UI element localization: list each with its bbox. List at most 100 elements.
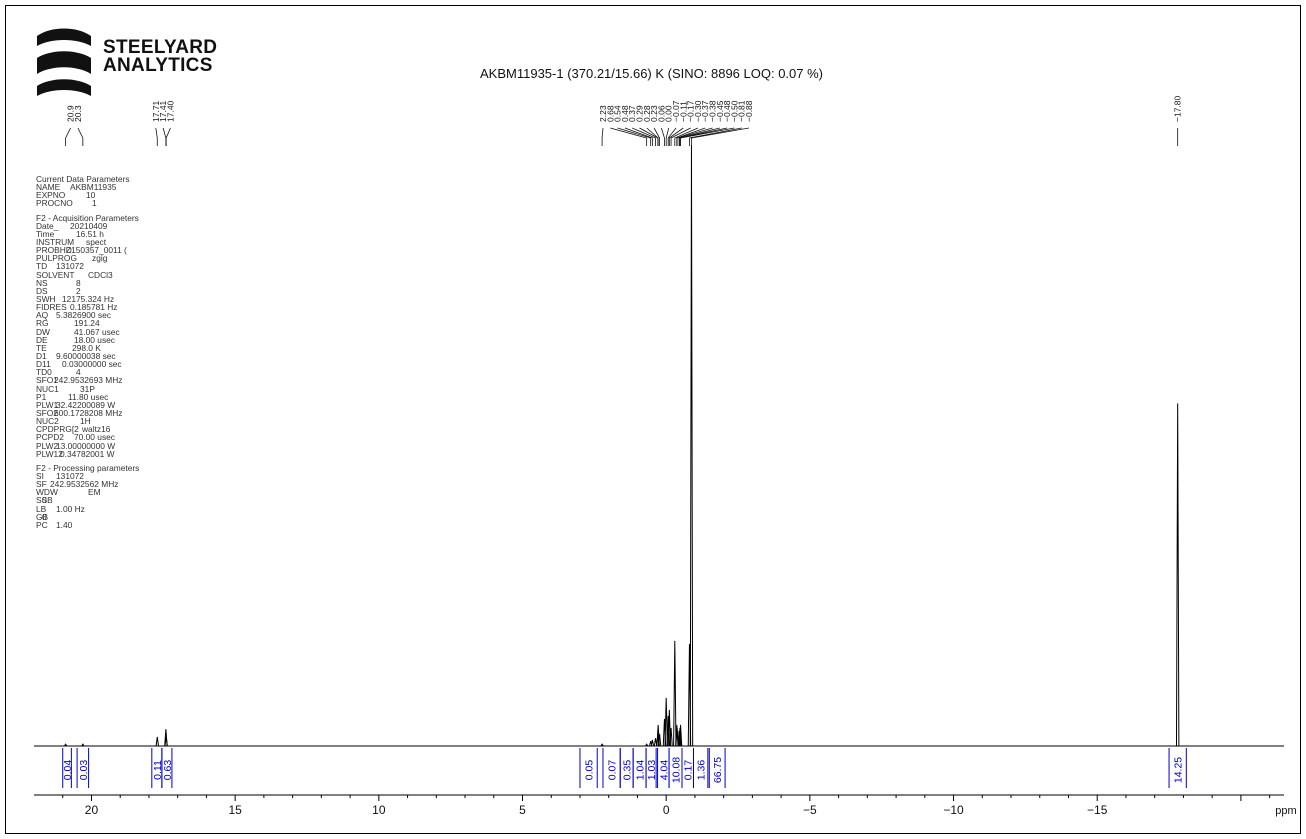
parameter-value: 298.0 K: [72, 342, 101, 353]
peak-label: −0.38: [708, 100, 718, 122]
parameter-row: NS 8: [36, 278, 206, 287]
parameter-key: NUC1: [36, 383, 59, 394]
peak-label: 0.06: [656, 105, 666, 122]
parameter-value: 4: [76, 367, 81, 378]
parameter-row: D1 9.60000038 sec: [36, 350, 206, 361]
spectrum-peak: [669, 727, 673, 747]
parameter-row: CPDPRG[2 waltz16: [36, 424, 206, 435]
parameter-row: PLW2 13.00000000 W: [36, 441, 206, 450]
logo-text-line-2: ANALYTICS: [103, 55, 213, 76]
parameter-key: TD0: [36, 367, 52, 378]
spectrum-peak: [600, 743, 604, 747]
parameter-value: 41.067 usec: [74, 326, 120, 337]
parameter-row: PLW1 32.42200089 W: [36, 399, 206, 410]
parameter-row: SF 242.9532562 MHz: [36, 480, 206, 489]
integral-group: 0.04 0.03 0.110.63 0.05 0.07 0.35 1.04 1.03 4.04…: [62, 748, 1187, 788]
parameter-value: 70.00 usec: [74, 432, 115, 443]
peak-label-connector: [679, 127, 728, 146]
peak-label: 17.41: [158, 100, 168, 122]
integral-value: 0.63: [162, 760, 174, 781]
spectrum-peak: [653, 738, 658, 747]
parameter-row: PROCNO 1: [36, 199, 206, 208]
peak-label-connector: [617, 127, 652, 146]
parameter-row: DE 18.00 usec: [36, 335, 206, 344]
peak-label-connector: [624, 127, 653, 146]
x-axis-tick-label: 10: [372, 803, 386, 817]
parameter-key: NUC2: [36, 416, 59, 427]
parameter-row: SFO2 600.1728208 MHz: [36, 407, 206, 418]
parameter-value: 1.00 Hz: [56, 503, 85, 514]
parameter-row: PULPROG zgig: [36, 253, 206, 264]
spectrum-peak: [667, 709, 672, 747]
peak-label-connector: [691, 127, 750, 146]
spectrum-title: AKBM11935-1 (370.21/15.66) K (SINO: 8896…: [480, 66, 824, 81]
parameter-key: RG: [36, 318, 49, 329]
parameter-value: CDCl3: [88, 269, 113, 280]
parameter-value: 16.51 h: [76, 228, 104, 239]
spectrum-peak: [63, 743, 68, 747]
peak-label: 17.71: [151, 100, 161, 122]
parameter-value: waltz16: [82, 424, 111, 435]
parameter-row: PROBHD Z150357_0011 (: [36, 245, 206, 256]
parameter-key: LB: [36, 503, 47, 514]
peak-label: 0.00: [664, 105, 674, 122]
parameter-value: 0.185781 Hz: [70, 302, 118, 313]
parameter-row: INSTRUM spect: [36, 238, 206, 247]
parameter-key: SFO2: [36, 407, 58, 418]
parameter-row: FIDRES 0.185781 Hz: [36, 302, 206, 313]
peak-label-connector: [668, 127, 684, 146]
parameter-row: PC 1.40: [36, 521, 206, 530]
peak-label: 20.3: [73, 105, 83, 122]
integral-value: 0.17: [683, 760, 695, 781]
peak-label-connector: [646, 127, 659, 146]
spectrum-peak: [664, 697, 668, 747]
parameter-key: SWH: [36, 294, 56, 304]
parameter-row: WDW EM: [36, 488, 206, 497]
x-axis-group: 20 15 10 5 0 −5 −10 −15 ppm: [34, 794, 1297, 817]
peak-label: 20.9: [66, 105, 76, 122]
parameter-value: 20210409: [70, 220, 108, 231]
parameter-key: Date_: [36, 220, 59, 231]
integral-value: 4.04: [658, 760, 670, 781]
parameter-key: D1: [36, 350, 47, 361]
spectrum-peak: [650, 739, 655, 747]
parameter-row: TD 131072: [36, 262, 206, 271]
parameter-row: TE 298.0 K: [36, 342, 206, 353]
parameter-value: 1H: [80, 416, 91, 427]
parameter-row: PLW12 0.34782001 W: [36, 449, 206, 458]
parameter-key: CPDPRG[2: [36, 424, 79, 435]
parameter-value: 5.3826900 sec: [56, 310, 111, 321]
peak-label: −0.07: [671, 100, 681, 122]
parameter-value: 10: [86, 190, 96, 201]
peak-label: −0.50: [729, 100, 739, 122]
parameter-key: P1: [36, 391, 47, 402]
parameter-key: PROBHD: [36, 245, 72, 256]
parameter-key: DS: [36, 285, 48, 296]
parameter-key: TE: [36, 342, 47, 353]
parameter-value: 0.03000000 sec: [62, 359, 122, 370]
parameter-value: zgig: [92, 253, 108, 264]
spectrum-trace-group: [34, 144, 1284, 747]
peak-label: 0.48: [620, 105, 630, 122]
peak-label: −0.48: [722, 100, 732, 122]
logo-text-line-1: STEELYARD: [103, 37, 218, 58]
x-axis-tick-label: 15: [228, 803, 242, 817]
x-axis-label: ppm: [1275, 805, 1296, 817]
x-axis-tick-label: −10: [943, 803, 964, 817]
peak-label-connector: [162, 127, 167, 146]
peak-label: −0.45: [715, 100, 725, 122]
parameter-value: 600.1728208 MHz: [54, 407, 123, 418]
parameter-row: SWH 12175.324 Hz: [36, 294, 206, 304]
integral-value: 0.04: [62, 760, 74, 781]
peak-label: −0.11: [678, 101, 688, 122]
parameter-row: SSB 0: [36, 496, 206, 505]
peak-label-connector: [155, 127, 158, 146]
parameter-row: EXPNO 10: [36, 190, 206, 201]
parameter-key: PLW1: [36, 399, 59, 410]
parameter-value: 12175.324 Hz: [62, 294, 115, 304]
parameter-value: AKBM11935: [70, 182, 117, 193]
parameter-block: Current Data Parameters NAME AKBM11935 EXPN…: [36, 175, 206, 208]
parameter-block-heading: F2 - Processing parameters: [36, 462, 140, 473]
x-axis-tick-label: −15: [1087, 803, 1108, 817]
